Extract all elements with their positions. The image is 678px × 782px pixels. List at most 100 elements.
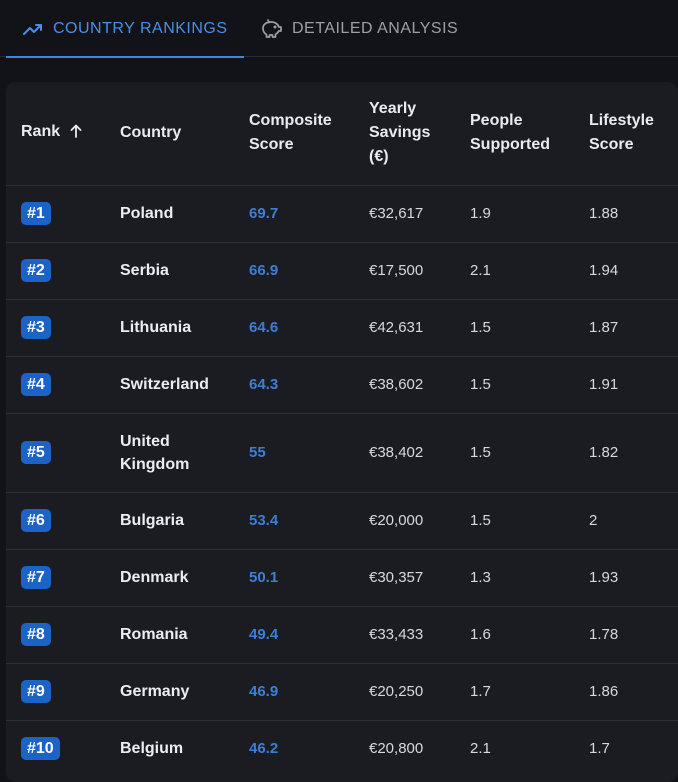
composite-score-value: 66.9 (249, 262, 279, 279)
people-supported-value: 1.7 (470, 683, 491, 700)
table-row[interactable]: #9 Germany 46.9 €20,250 1.7 1.86 (6, 662, 678, 720)
rank-badge: #8 (21, 623, 51, 646)
country-cell: Germany (120, 662, 249, 720)
country-value: Switzerland (120, 376, 209, 393)
table-row[interactable]: #10 Belgium 46.2 €20,800 2.1 1.7 (6, 719, 678, 777)
composite-score-cell: 55 (249, 412, 369, 492)
rank-cell: #7 (6, 548, 120, 606)
table-row[interactable]: #2 Serbia 66.9 €17,500 2.1 1.94 (6, 241, 678, 299)
country-cell: Lithuania (120, 298, 249, 356)
lifestyle-score-cell: 1.78 (589, 605, 678, 663)
rank-cell: #2 (6, 241, 120, 299)
people-supported-cell: 1.5 (470, 355, 589, 413)
yearly-savings-value: €20,250 (369, 683, 424, 700)
lifestyle-score-cell: 1.7 (589, 719, 678, 777)
lifestyle-score-cell: 1.93 (589, 548, 678, 606)
lifestyle-score-value: 1.91 (589, 376, 619, 393)
rank-badge: #2 (21, 259, 51, 282)
yearly-savings-value: €38,602 (369, 376, 424, 393)
rank-cell: #1 (6, 184, 120, 242)
lifestyle-score-cell: 1.82 (589, 412, 678, 492)
yearly-savings-cell: €20,800 (369, 719, 470, 777)
column-header-yearly-savings[interactable]: Yearly Savings (€) (369, 100, 431, 166)
yearly-savings-value: €42,631 (369, 319, 424, 336)
column-header-people-supported[interactable]: People Supported (470, 112, 550, 154)
country-cell: Serbia (120, 241, 249, 299)
country-value: Serbia (120, 262, 169, 279)
yearly-savings-cell: €33,433 (369, 605, 470, 663)
yearly-savings-cell: €32,617 (369, 184, 470, 242)
composite-score-cell: 46.2 (249, 719, 369, 777)
country-cell: United Kingdom (120, 412, 249, 492)
lifestyle-score-cell: 1.91 (589, 355, 678, 413)
rank-badge: #9 (21, 680, 51, 703)
people-supported-cell: 1.9 (470, 184, 589, 242)
people-supported-value: 1.5 (470, 512, 491, 529)
column-header-lifestyle-score[interactable]: Lifestyle Score (589, 112, 654, 154)
trending-up-icon (23, 22, 43, 36)
country-cell: Poland (120, 184, 249, 242)
table-row[interactable]: #6 Bulgaria 53.4 €20,000 1.5 2 (6, 491, 678, 549)
composite-score-value: 69.7 (249, 205, 279, 222)
yearly-savings-value: €20,800 (369, 740, 424, 758)
rankings-card: Rank Country Composite Score Yearly Savi… (6, 82, 678, 782)
yearly-savings-cell: €20,000 (369, 491, 470, 549)
composite-score-cell: 46.9 (249, 662, 369, 720)
lifestyle-score-cell: 1.87 (589, 298, 678, 356)
country-value: Lithuania (120, 319, 192, 336)
column-header-rank[interactable]: Rank (6, 82, 120, 185)
table-row[interactable]: #4 Switzerland 64.3 €38,602 1.5 1.91 (6, 355, 678, 413)
yearly-savings-value: €17,500 (369, 262, 424, 279)
column-header-composite-score[interactable]: Composite Score (249, 112, 332, 154)
people-supported-value: 1.9 (470, 205, 491, 222)
tab-country-rankings[interactable]: COUNTRY RANKINGS (6, 0, 244, 58)
lifestyle-score-value: 1.82 (589, 444, 619, 461)
rank-cell: #10 (6, 719, 120, 777)
rankings-table: Rank Country Composite Score Yearly Savi… (6, 82, 678, 777)
yearly-savings-cell: €38,402 (369, 412, 470, 492)
lifestyle-score-value: 1.86 (589, 683, 619, 700)
arrow-up-icon (70, 122, 82, 146)
people-supported-value: 2.1 (470, 740, 491, 758)
yearly-savings-cell: €17,500 (369, 241, 470, 299)
composite-score-value: 55 (249, 444, 266, 461)
people-supported-cell: 1.5 (470, 491, 589, 549)
people-supported-cell: 2.1 (470, 241, 589, 299)
rank-cell: #6 (6, 491, 120, 549)
column-header-country[interactable]: Country (120, 124, 182, 142)
lifestyle-score-value: 1.78 (589, 626, 619, 643)
country-value: Denmark (120, 569, 189, 586)
rank-cell: #8 (6, 605, 120, 663)
lifestyle-score-value: 1.7 (589, 740, 610, 758)
country-value: Bulgaria (120, 512, 185, 529)
composite-score-value: 50.1 (249, 569, 279, 586)
table-row[interactable]: #8 Romania 49.4 €33,433 1.6 1.78 (6, 605, 678, 663)
piggy-bank-icon (260, 18, 282, 39)
table-row[interactable]: #5 United Kingdom 55 €38,402 1.5 1.82 (6, 412, 678, 492)
country-cell: Denmark (120, 548, 249, 606)
yearly-savings-cell: €38,602 (369, 355, 470, 413)
country-cell: Romania (120, 605, 249, 663)
country-cell: Bulgaria (120, 491, 249, 549)
composite-score-cell: 50.1 (249, 548, 369, 606)
lifestyle-score-value: 1.87 (589, 319, 619, 336)
people-supported-cell: 1.5 (470, 298, 589, 356)
people-supported-cell: 1.3 (470, 548, 589, 606)
rank-badge: #10 (21, 737, 60, 761)
lifestyle-score-cell: 2 (589, 491, 678, 549)
table-row[interactable]: #7 Denmark 50.1 €30,357 1.3 1.93 (6, 548, 678, 606)
composite-score-cell: 49.4 (249, 605, 369, 663)
rank-badge: #6 (21, 509, 51, 532)
composite-score-value: 49.4 (249, 626, 279, 643)
composite-score-value: 64.3 (249, 376, 279, 393)
composite-score-cell: 69.7 (249, 184, 369, 242)
rank-cell: #9 (6, 662, 120, 720)
lifestyle-score-value: 1.88 (589, 205, 619, 222)
people-supported-value: 1.3 (470, 569, 491, 586)
people-supported-cell: 2.1 (470, 719, 589, 777)
table-row[interactable]: #1 Poland 69.7 €32,617 1.9 1.88 (6, 184, 678, 242)
tab-detailed-analysis[interactable]: DETAILED ANALYSIS (260, 0, 458, 57)
table-row[interactable]: #3 Lithuania 64.6 €42,631 1.5 1.87 (6, 298, 678, 356)
people-supported-cell: 1.6 (470, 605, 589, 663)
yearly-savings-value: €33,433 (369, 626, 424, 643)
